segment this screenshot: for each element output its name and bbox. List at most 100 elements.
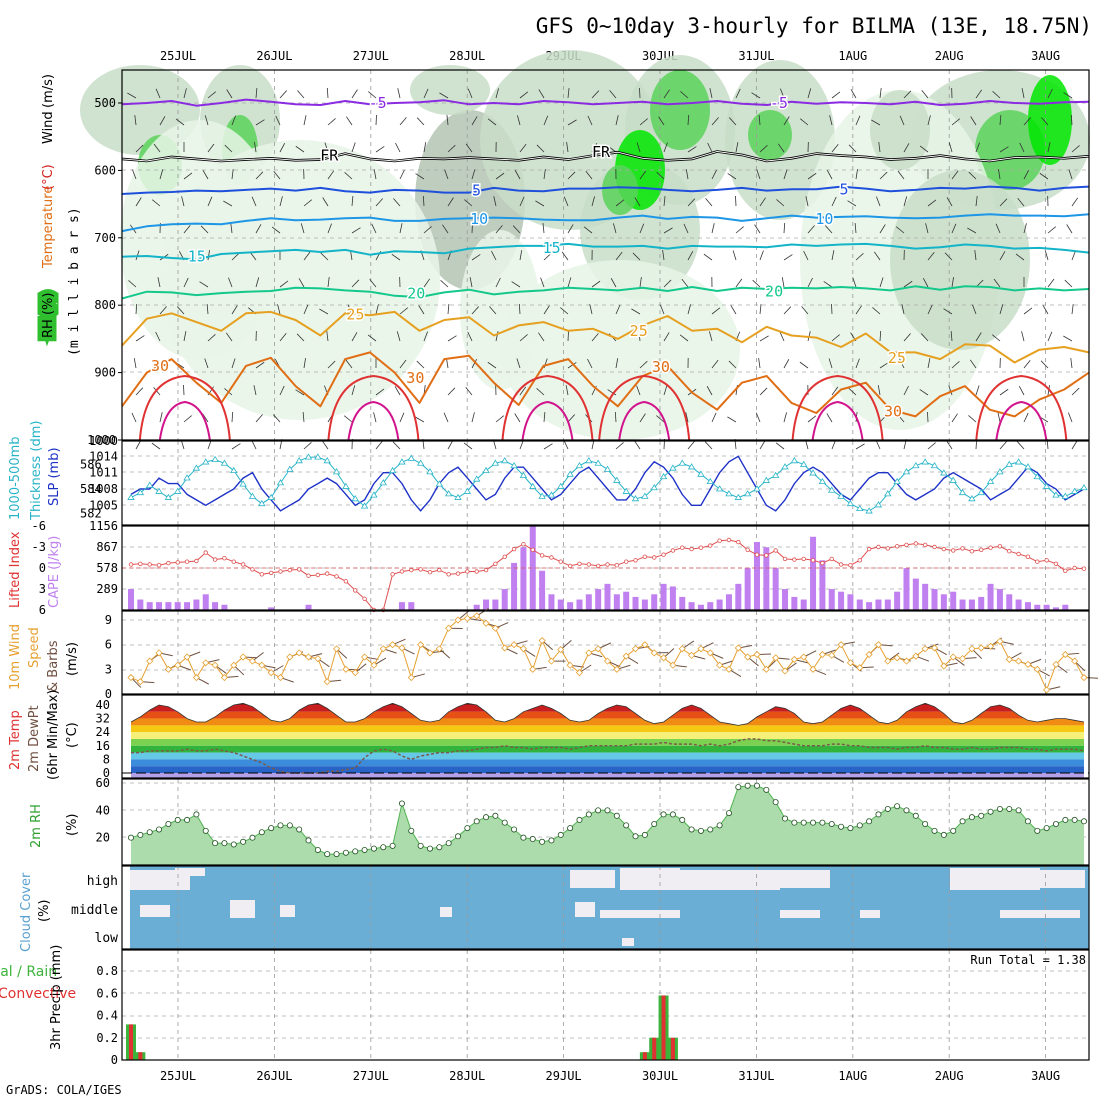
- thickness-marker: [1061, 492, 1070, 499]
- wind-barb: [871, 119, 881, 126]
- thickness-marker: [734, 493, 743, 500]
- wind-barb: [183, 415, 192, 423]
- wind-barb: [735, 278, 743, 288]
- rh-marker: [1052, 821, 1059, 828]
- lifted-index-marker: [362, 596, 367, 601]
- wind-barb: [279, 142, 286, 153]
- thickness-marker: [248, 492, 257, 499]
- rh-marker: [1081, 818, 1088, 825]
- rh-marker: [763, 786, 770, 793]
- wind-barb: [687, 304, 691, 315]
- wind-barb: [944, 252, 953, 261]
- wind-barb: [516, 358, 521, 369]
- wind-barb: [855, 115, 861, 126]
- lifted-index-marker: [689, 546, 694, 552]
- wind-barb: [543, 412, 546, 423]
- contour-label: FR: [320, 147, 339, 165]
- wind-barb: [614, 411, 617, 423]
- thickness-marker: [1033, 472, 1041, 480]
- wind-barb: [200, 225, 209, 234]
- wind-barb: [327, 360, 336, 369]
- wind-barb: [543, 115, 549, 126]
- precip-convective-bar: [129, 1024, 133, 1060]
- wind-speed-marker: [566, 661, 574, 669]
- wind-barb: [927, 251, 935, 261]
- wind-barb: [927, 304, 933, 315]
- temp-color-band: [131, 718, 1084, 726]
- cape-bar: [520, 547, 527, 610]
- rh-frame: [121, 778, 1090, 866]
- rh-marker: [725, 810, 732, 817]
- wind-barb: [155, 88, 161, 99]
- wind-barb: [399, 223, 403, 234]
- cape-bar: [753, 541, 760, 610]
- cloud-level-label: high: [87, 874, 118, 889]
- rh-marker: [978, 812, 985, 819]
- thickness-marker: [192, 464, 201, 471]
- rh-marker: [613, 812, 620, 819]
- thickness-marker: [174, 487, 182, 494]
- thickness-marker: [239, 480, 247, 487]
- temp-color-band: [131, 725, 1084, 733]
- wind-barb: [704, 441, 713, 450]
- wind-barb: [801, 306, 809, 315]
- wind-barb: [446, 115, 449, 126]
- wind-barb: [1040, 360, 1049, 369]
- temp-color-band: [131, 773, 1084, 778]
- rh-panel: 60 40 20: [96, 776, 1090, 866]
- lifted-index-marker: [390, 572, 395, 577]
- wind-barb: [351, 332, 358, 342]
- wind-barb: [687, 441, 695, 450]
- wind-speed-marker: [202, 659, 210, 667]
- rh-tick-label: 40: [96, 803, 110, 817]
- temp-color-band: [131, 766, 1084, 773]
- upper-ytick-label: 700: [94, 231, 116, 245]
- wind-barb: [1047, 226, 1057, 234]
- wind-barb: [831, 334, 840, 342]
- wind-barb: [999, 304, 1004, 315]
- wind-speed-marker: [753, 650, 761, 659]
- wind-barb: [903, 90, 912, 99]
- wind-barb: [799, 361, 809, 369]
- wind-barb: [997, 412, 1001, 423]
- lifted-index-marker: [736, 539, 741, 545]
- wind-barb: [279, 332, 287, 342]
- lifted-index-marker: [343, 579, 349, 584]
- cloud-clear-area: [780, 910, 820, 918]
- rh-shading-blob: [500, 260, 740, 440]
- wind-barb: [324, 142, 329, 153]
- top-date-label: 28JUL: [449, 49, 485, 63]
- wind-barb: [639, 170, 647, 180]
- wind-barb: [587, 115, 593, 126]
- wind-barb: [514, 170, 521, 180]
- lifted-index-marker: [203, 550, 208, 555]
- thickness-marker: [276, 479, 285, 486]
- wind-barb: [991, 334, 1001, 342]
- cape-bar: [202, 594, 209, 610]
- wind-barb: [226, 89, 233, 99]
- thickness-marker: [986, 477, 995, 485]
- wind-barb: [447, 387, 456, 396]
- wind-barb: [491, 250, 497, 261]
- lifted-index-marker: [670, 548, 676, 553]
- wind-barb: [273, 414, 281, 423]
- cape-bar: [978, 596, 985, 610]
- wind-speed-marker: [631, 645, 640, 653]
- wind-barb: [919, 389, 929, 396]
- lifted-index-marker: [558, 559, 563, 564]
- wind-barb: [538, 332, 545, 342]
- wind-barb: [471, 116, 478, 126]
- lifted-index-marker: [250, 567, 255, 572]
- wind-barb: [967, 227, 977, 234]
- lifted-index-marker: [502, 554, 507, 559]
- thickness-marker: [519, 471, 528, 478]
- wind-speed-marker: [828, 651, 836, 659]
- wind-barb: [999, 251, 1006, 261]
- rh-marker: [268, 825, 275, 832]
- thickness-marker: [258, 499, 266, 507]
- wind-speed-marker: [379, 645, 387, 653]
- wind-barb: [879, 414, 888, 423]
- rh-marker: [258, 829, 265, 836]
- wind-barb: [759, 197, 766, 207]
- wind-barb: [399, 412, 405, 423]
